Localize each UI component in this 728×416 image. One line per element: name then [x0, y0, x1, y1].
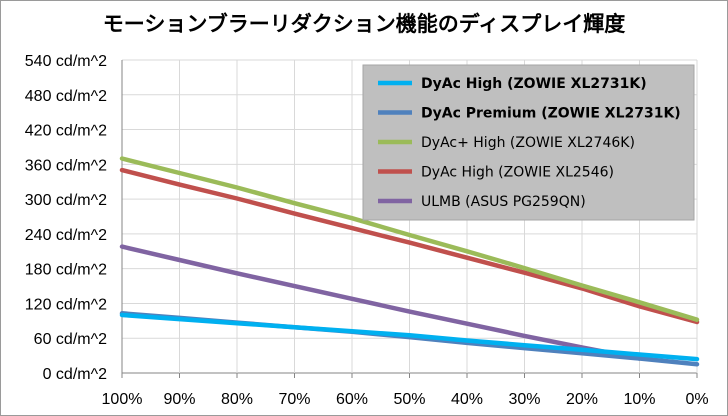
series-lines — [119, 156, 700, 367]
y-tick-label: 540 cd/m^2 — [25, 53, 107, 70]
legend-label: DyAc High (ZOWIE XL2546) — [421, 165, 614, 181]
series-line — [119, 312, 700, 362]
legend-label: ULMB (ASUS PG259QN) — [421, 194, 586, 210]
x-tick-label: 80% — [221, 391, 253, 408]
y-tick-label: 480 cd/m^2 — [25, 88, 107, 105]
y-tick-label: 240 cd/m^2 — [25, 227, 107, 244]
y-tick-label: 360 cd/m^2 — [25, 157, 107, 174]
y-tick-label: 0 cd/m^2 — [43, 366, 108, 383]
y-tick-label: 60 cd/m^2 — [34, 331, 107, 348]
y-tick-label: 420 cd/m^2 — [25, 123, 107, 140]
x-tick-label: 10% — [623, 391, 655, 408]
legend-label: DyAc High (ZOWIE XL2731K) — [421, 76, 647, 92]
series-line — [119, 167, 700, 325]
series-line — [119, 244, 642, 361]
y-tick-label: 120 cd/m^2 — [25, 296, 107, 313]
y-tick-label: 180 cd/m^2 — [25, 262, 107, 279]
x-tick-label: 70% — [278, 391, 310, 408]
x-tick-label: 100% — [102, 391, 143, 408]
x-axis-ticks: 100% 90% 80% 70% 60% 50% 40% 30% 20% 10% 0% — [102, 391, 709, 408]
series-line — [119, 156, 700, 322]
x-tick-label: 0% — [685, 391, 708, 408]
chart-title: モーションブラーリダクション機能のディスプレイ輝度 — [102, 12, 626, 36]
x-tick-label: 20% — [566, 391, 598, 408]
legend: DyAc High (ZOWIE XL2731K) DyAc Premium (Z… — [362, 64, 695, 221]
x-tick-label: 30% — [508, 391, 540, 408]
x-tick-label: 90% — [163, 391, 195, 408]
legend-label: DyAc+ High (ZOWIE XL2746K) — [421, 135, 635, 151]
y-tick-label: 300 cd/m^2 — [25, 192, 107, 209]
legend-label: DyAc Premium (ZOWIE XL2731K) — [421, 106, 681, 122]
x-tick-label: 40% — [451, 391, 483, 408]
legend-box — [362, 64, 695, 221]
x-tick-label: 60% — [336, 391, 368, 408]
x-tick-label: 50% — [393, 391, 425, 408]
y-axis-ticks: 0 cd/m^2 60 cd/m^2 120 cd/m^2 180 cd/m^2 240… — [25, 53, 107, 383]
